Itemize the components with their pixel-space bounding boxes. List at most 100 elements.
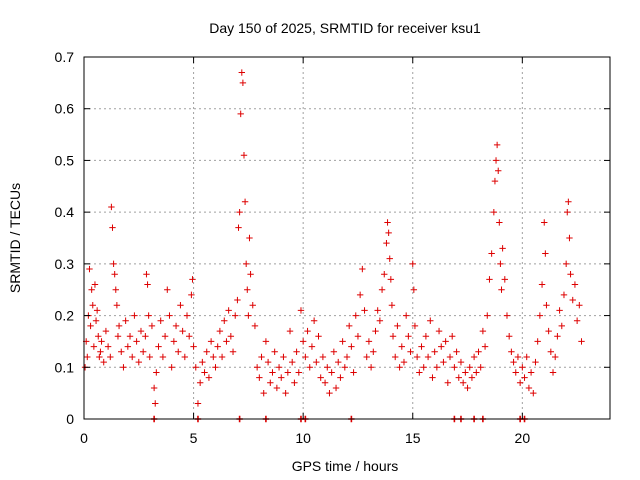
data-point — [356, 291, 364, 299]
data-point — [549, 369, 557, 376]
data-point — [260, 389, 267, 397]
data-point — [189, 276, 196, 283]
data-point — [384, 219, 391, 226]
data-point — [440, 358, 447, 366]
data-point — [218, 353, 226, 361]
data-point — [398, 343, 405, 350]
data-point — [324, 364, 331, 371]
data-point — [341, 364, 349, 371]
data-point — [95, 333, 102, 340]
x-tick-label: 20 — [515, 430, 531, 446]
data-point — [492, 157, 500, 164]
data-point — [400, 358, 408, 366]
data-point — [376, 317, 384, 324]
data-point — [339, 338, 346, 345]
data-point — [107, 353, 114, 361]
data-point — [145, 312, 152, 319]
data-point — [212, 364, 219, 371]
data-point — [114, 333, 122, 340]
data-point — [315, 333, 322, 340]
data-point — [321, 379, 329, 386]
data-point — [424, 353, 432, 361]
data-point — [578, 338, 585, 345]
data-point — [286, 327, 294, 335]
data-point — [566, 234, 573, 242]
data-point — [109, 224, 116, 231]
data-point — [142, 333, 149, 340]
data-point — [514, 353, 522, 361]
y-tick-label: 0.2 — [55, 308, 75, 324]
data-point — [111, 271, 118, 278]
data-point — [251, 322, 259, 330]
data-point — [560, 291, 568, 299]
data-point — [495, 167, 502, 174]
data-point — [484, 312, 491, 319]
data-point — [541, 219, 548, 226]
data-point — [153, 369, 160, 376]
data-point — [422, 333, 430, 340]
data-point — [354, 333, 362, 340]
data-point — [438, 343, 445, 350]
data-point — [135, 358, 142, 366]
data-point — [449, 333, 456, 340]
data-point — [402, 312, 410, 319]
data-point — [237, 110, 244, 118]
data-point — [155, 343, 162, 350]
data-point — [216, 327, 224, 335]
data-point — [328, 369, 335, 376]
data-point — [543, 302, 550, 309]
data-point — [431, 348, 438, 355]
data-point — [350, 369, 357, 376]
data-point — [249, 302, 256, 309]
data-point — [466, 364, 473, 371]
data-point — [462, 369, 469, 376]
data-point — [536, 312, 544, 319]
data-point — [554, 333, 561, 340]
data-point — [181, 353, 189, 361]
data-point — [190, 343, 197, 350]
data-point — [523, 353, 530, 361]
data-point — [267, 379, 274, 386]
x-tick-label: 0 — [80, 430, 88, 446]
data-point — [429, 374, 436, 381]
data-point — [113, 302, 121, 309]
data-point — [383, 239, 390, 247]
data-point — [446, 353, 454, 361]
data-point — [519, 364, 526, 371]
data-point — [392, 353, 399, 361]
data-point — [102, 327, 110, 335]
data-point — [565, 198, 572, 205]
data-point — [150, 384, 158, 392]
data-point — [84, 353, 91, 361]
data-point — [146, 353, 153, 361]
data-point — [131, 312, 138, 319]
data-point — [278, 374, 285, 381]
data-point — [92, 317, 100, 324]
data-point — [112, 286, 119, 293]
data-point — [310, 317, 318, 324]
data-point — [475, 348, 482, 355]
data-point — [348, 343, 355, 350]
data-point — [207, 338, 215, 345]
data-point — [245, 312, 252, 319]
data-point — [567, 271, 574, 278]
data-point — [501, 276, 508, 283]
y-tick-label: 0.4 — [55, 204, 75, 220]
data-point — [496, 219, 503, 226]
data-point — [547, 348, 555, 355]
data-point — [352, 312, 359, 319]
data-point — [96, 353, 103, 361]
data-point — [273, 384, 281, 392]
data-point — [411, 322, 419, 330]
data-point — [293, 348, 300, 355]
data-point — [505, 333, 513, 340]
data-point — [183, 312, 191, 319]
data-point — [503, 312, 511, 319]
data-point — [186, 333, 193, 340]
data-points — [81, 69, 585, 423]
data-point — [152, 400, 159, 407]
data-point — [262, 338, 270, 345]
data-point — [203, 348, 210, 355]
data-point — [534, 338, 541, 345]
